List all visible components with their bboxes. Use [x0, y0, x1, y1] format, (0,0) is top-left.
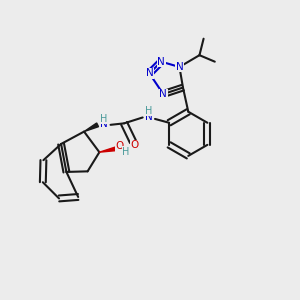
Text: N: N	[176, 62, 183, 72]
Text: H: H	[122, 147, 130, 157]
Text: H: H	[146, 106, 153, 116]
Text: N: N	[100, 119, 108, 129]
Text: O: O	[116, 141, 124, 151]
Text: N: N	[159, 89, 167, 99]
Polygon shape	[99, 147, 117, 152]
Text: N: N	[146, 68, 153, 78]
Polygon shape	[84, 123, 98, 132]
Text: H: H	[100, 114, 108, 124]
Text: N: N	[157, 57, 165, 67]
Text: N: N	[145, 112, 153, 122]
Text: O: O	[130, 140, 139, 150]
